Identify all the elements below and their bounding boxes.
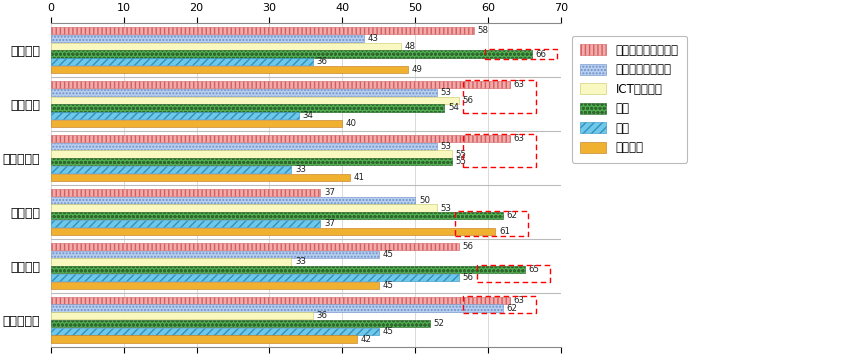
Text: 55: 55 xyxy=(455,149,466,159)
Bar xyxy=(51,197,416,204)
Text: 63: 63 xyxy=(513,296,524,305)
Bar xyxy=(51,282,379,289)
Text: 40: 40 xyxy=(346,119,357,128)
Bar xyxy=(51,151,452,158)
Text: 48: 48 xyxy=(405,42,416,51)
Bar xyxy=(51,212,502,219)
Text: 54: 54 xyxy=(448,103,459,113)
Text: 66: 66 xyxy=(535,50,546,59)
Legend: コンテンツ・アプリ, プラットフォーム, ICTサービス, 通信, 端末, デバイス: コンテンツ・アプリ, プラットフォーム, ICTサービス, 通信, 端末, デバ… xyxy=(572,36,687,163)
Bar xyxy=(51,58,314,65)
Text: 50: 50 xyxy=(419,196,430,205)
Text: 62: 62 xyxy=(507,304,518,312)
Text: 45: 45 xyxy=(383,327,394,336)
Text: 53: 53 xyxy=(441,203,452,213)
Text: 55: 55 xyxy=(455,157,466,166)
Bar xyxy=(51,328,379,335)
Text: 61: 61 xyxy=(499,227,510,236)
Bar xyxy=(51,27,474,34)
Bar xyxy=(51,258,292,266)
Text: 58: 58 xyxy=(477,26,488,35)
Bar xyxy=(51,50,532,58)
Bar xyxy=(51,112,298,119)
Bar xyxy=(463,80,535,113)
Text: 42: 42 xyxy=(361,335,372,344)
Bar xyxy=(51,320,430,327)
Bar xyxy=(455,211,529,236)
Text: 56: 56 xyxy=(463,242,474,251)
Text: 65: 65 xyxy=(529,265,540,274)
Text: 33: 33 xyxy=(295,257,306,266)
Text: 63: 63 xyxy=(513,80,524,89)
Bar xyxy=(51,174,350,181)
Bar xyxy=(51,251,379,258)
Bar xyxy=(485,49,557,59)
Bar xyxy=(51,166,292,173)
Text: 33: 33 xyxy=(295,165,306,174)
Bar xyxy=(51,120,342,127)
Text: 62: 62 xyxy=(507,211,518,220)
Bar xyxy=(51,305,502,312)
Bar xyxy=(51,81,510,88)
Bar xyxy=(51,89,438,96)
Text: 56: 56 xyxy=(463,96,474,105)
Text: 45: 45 xyxy=(383,250,394,259)
Bar xyxy=(51,243,459,250)
Bar xyxy=(51,266,524,273)
Bar xyxy=(51,104,444,111)
Bar xyxy=(51,43,400,50)
Text: 56: 56 xyxy=(463,273,474,282)
Text: 52: 52 xyxy=(433,319,444,328)
Bar xyxy=(51,204,438,212)
Text: 43: 43 xyxy=(368,34,379,43)
Bar xyxy=(463,134,535,166)
Text: 37: 37 xyxy=(324,188,336,197)
Text: 45: 45 xyxy=(383,281,394,290)
Text: 53: 53 xyxy=(441,88,452,97)
Bar xyxy=(51,228,496,235)
Bar xyxy=(463,295,535,313)
Text: 34: 34 xyxy=(303,111,314,120)
Bar xyxy=(51,189,320,196)
Text: 49: 49 xyxy=(411,65,422,74)
Text: 63: 63 xyxy=(513,134,524,143)
Bar xyxy=(51,35,364,42)
Text: 53: 53 xyxy=(441,142,452,151)
Bar xyxy=(477,265,550,282)
Text: 37: 37 xyxy=(324,219,336,228)
Bar xyxy=(51,312,314,320)
Bar xyxy=(51,297,510,304)
Text: 41: 41 xyxy=(353,173,364,182)
Bar xyxy=(51,66,408,73)
Bar xyxy=(51,158,452,165)
Bar xyxy=(51,335,357,343)
Bar xyxy=(51,220,320,227)
Bar xyxy=(51,135,510,142)
Bar xyxy=(51,143,438,150)
Text: 36: 36 xyxy=(317,57,328,66)
Bar xyxy=(51,274,459,281)
Text: 36: 36 xyxy=(317,311,328,320)
Bar xyxy=(51,97,459,104)
